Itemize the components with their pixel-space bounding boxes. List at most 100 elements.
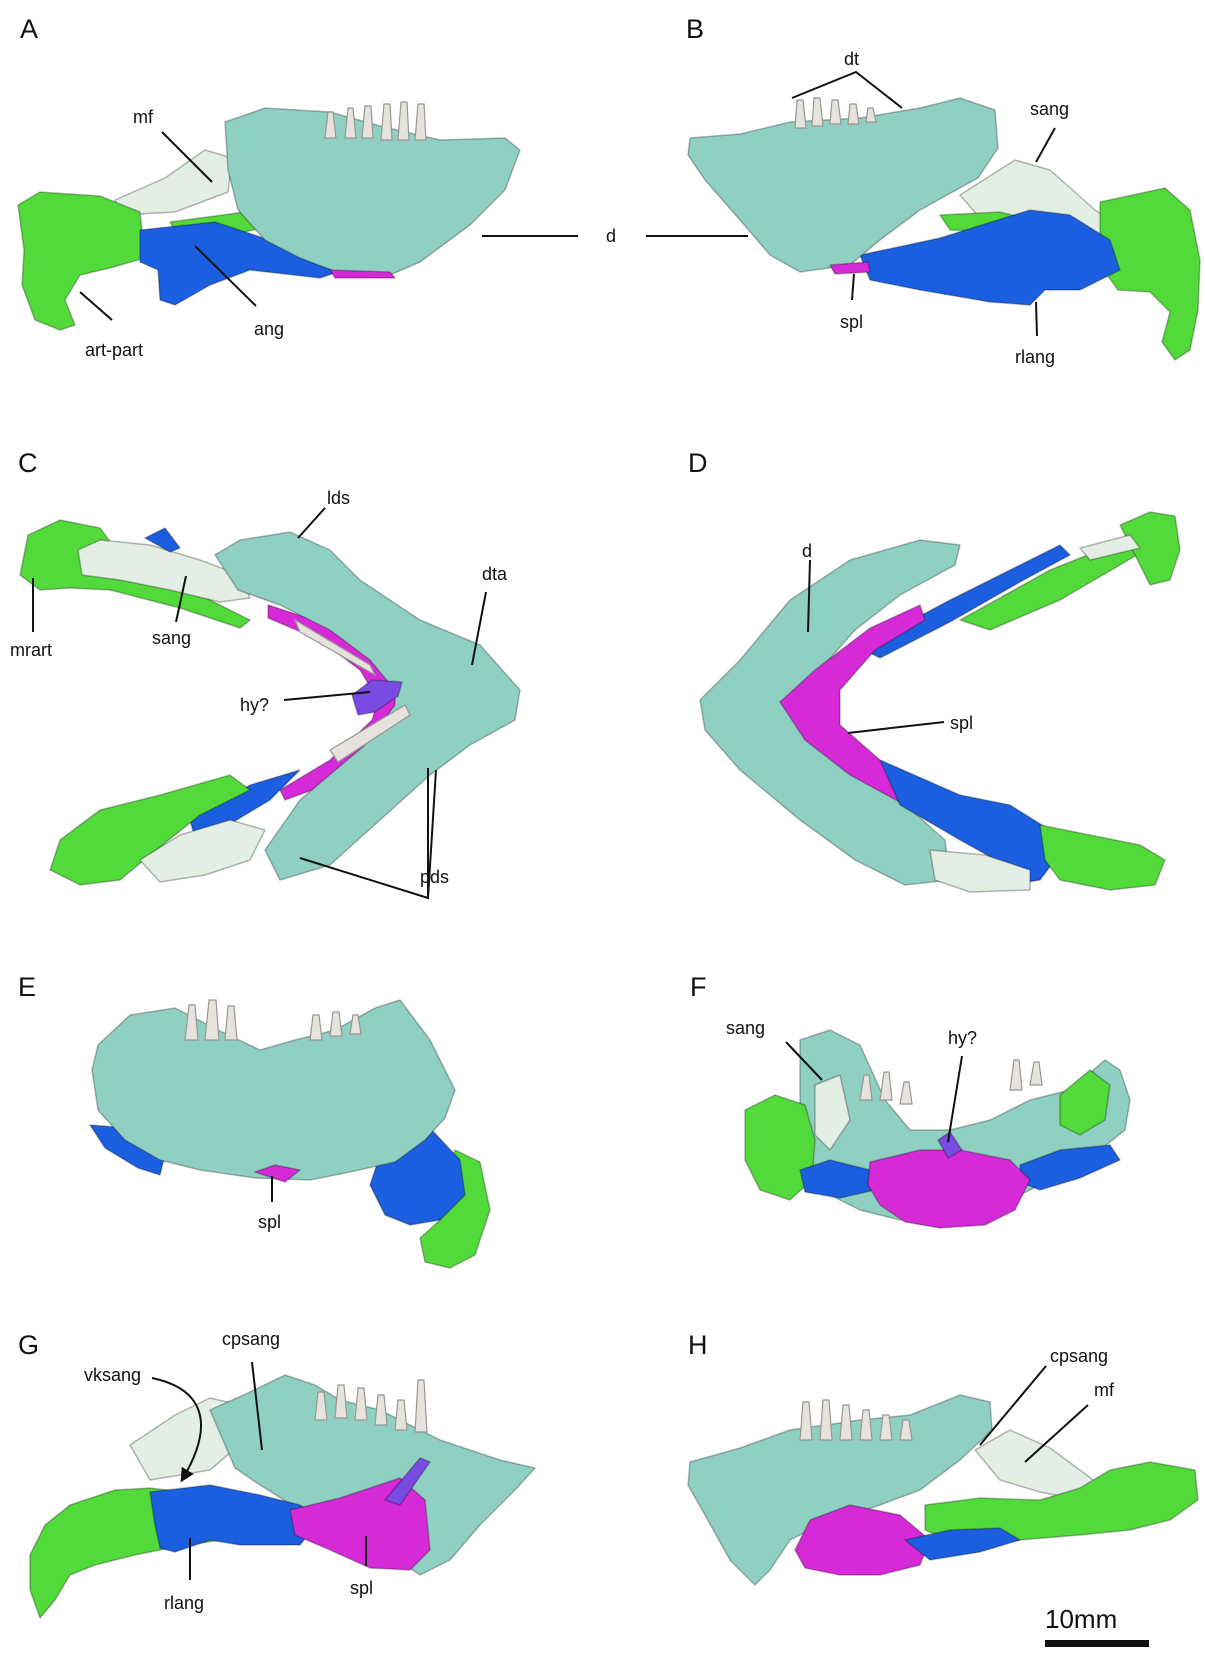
panel-letter-b: B — [686, 14, 704, 44]
leader-vksang — [151, 1377, 202, 1483]
leader-spl-b — [851, 273, 855, 301]
label-hy-f: hy? — [948, 1028, 977, 1048]
panel-e: E spl — [18, 972, 491, 1269]
scale-bar-line — [1045, 1640, 1149, 1647]
leader-hy-f — [947, 1055, 963, 1143]
leader-rlang-b — [1035, 301, 1038, 337]
panel-d: D d spl — [688, 448, 1181, 893]
label-dt: dt — [844, 49, 859, 69]
splenial-bone — [829, 261, 871, 275]
label-pds: pds — [420, 867, 449, 887]
leader-d-d — [807, 559, 811, 633]
leader-ang — [194, 245, 257, 307]
label-rlang-g: rlang — [164, 1593, 204, 1613]
angular-bone — [859, 544, 1071, 659]
tooth-row — [184, 999, 362, 1041]
articular-bone — [1039, 824, 1166, 891]
label-sang-c: sang — [152, 628, 191, 648]
splenial-bone — [794, 1504, 931, 1576]
angular-bone — [879, 759, 1056, 886]
tooth-row — [324, 101, 427, 141]
angular-bone — [149, 1484, 321, 1553]
label-ang: ang — [254, 319, 284, 339]
surangular-bone — [114, 149, 233, 216]
tooth-row — [859, 1059, 1043, 1105]
panel-a: A mf ang art-part — [17, 14, 578, 360]
label-mrart: mrart — [10, 640, 52, 660]
panel-letter-h: H — [688, 1330, 708, 1360]
leader-mf-h — [1024, 1404, 1089, 1463]
scale-bar: 10mm — [1045, 1604, 1149, 1647]
leader-spl-d — [847, 721, 945, 734]
hyoid-bone — [384, 1457, 431, 1506]
panel-letter-c: C — [18, 448, 38, 478]
surangular-bone — [814, 1074, 851, 1151]
dentary-bone — [214, 531, 521, 881]
panel-letter-e: E — [18, 972, 36, 1002]
label-lds: lds — [327, 488, 350, 508]
leader-hy-c — [283, 691, 371, 701]
leader-sang-f — [785, 1041, 823, 1081]
leader-cpsang — [251, 1361, 263, 1451]
articular-bone — [1099, 187, 1201, 361]
label-sang-b: sang — [1030, 99, 1069, 119]
leader-sang-b — [1035, 127, 1056, 163]
splenial-bone — [329, 269, 396, 279]
panel-b: B dt sang spl rlang — [646, 14, 1201, 367]
label-mf: mf — [133, 107, 154, 127]
surangular-bone — [139, 819, 266, 883]
surangular-bone — [929, 849, 1031, 893]
label-spl-b: spl — [840, 312, 863, 332]
splenial-bone — [254, 1164, 301, 1183]
label-mf-h: mf — [1094, 1380, 1115, 1400]
leader-cpsang-h — [979, 1365, 1047, 1446]
surangular-bone — [1079, 534, 1141, 561]
articular-bone — [1119, 511, 1181, 586]
articular-bone — [1059, 1069, 1111, 1136]
panel-h: H cpsang mf — [687, 1330, 1199, 1586]
label-dta: dta — [482, 564, 508, 584]
hyoid-bone — [351, 679, 403, 716]
tooth-row — [314, 1379, 428, 1433]
label-spl-e: spl — [258, 1212, 281, 1232]
scale-bar-label: 10mm — [1045, 1604, 1117, 1634]
articular-bone — [49, 774, 251, 886]
label-cpsang-h: cpsang — [1050, 1346, 1108, 1366]
dentary-bone — [687, 1394, 993, 1586]
angular-bone — [859, 209, 1121, 306]
label-rlang-b: rlang — [1015, 347, 1055, 367]
tooth-row — [799, 1399, 913, 1441]
label-d-d: d — [802, 541, 812, 561]
label-spl-g: spl — [350, 1578, 373, 1598]
leader-mf — [161, 131, 213, 183]
panel-g: G cpsang vksang rlang spl — [18, 1329, 536, 1619]
panel-letter-g: G — [18, 1330, 39, 1360]
label-cpsang-g: cpsang — [222, 1329, 280, 1349]
label-vksang: vksang — [84, 1365, 141, 1385]
dentary-bone — [91, 999, 456, 1181]
label-d-shared: d — [606, 226, 616, 246]
angular-bone — [144, 527, 181, 553]
label-spl-d: spl — [950, 713, 973, 733]
panel-letter-d: D — [688, 448, 708, 478]
panel-c: C lds dta mrart sang hy? pds — [10, 448, 521, 900]
tooth-row — [794, 97, 877, 129]
surangular-bone — [77, 539, 251, 603]
panel-f: F sang hy? — [690, 972, 1131, 1229]
label-art-part: art-part — [85, 340, 143, 360]
leader-sang-c — [175, 575, 187, 623]
leader-dta — [471, 591, 487, 666]
leader-art-part — [79, 291, 113, 321]
leader-lds — [297, 507, 326, 539]
panel-letter-f: F — [690, 972, 707, 1002]
leader-dt — [791, 70, 903, 109]
angular-bone — [904, 1527, 1021, 1561]
articular-bone — [17, 191, 146, 331]
leader-pds — [299, 768, 437, 900]
tooth-row — [293, 618, 411, 763]
hyoid-bone — [937, 1131, 963, 1159]
label-hy-c: hy? — [240, 695, 269, 715]
label-sang-f: sang — [726, 1018, 765, 1038]
panel-letter-a: A — [20, 14, 38, 44]
